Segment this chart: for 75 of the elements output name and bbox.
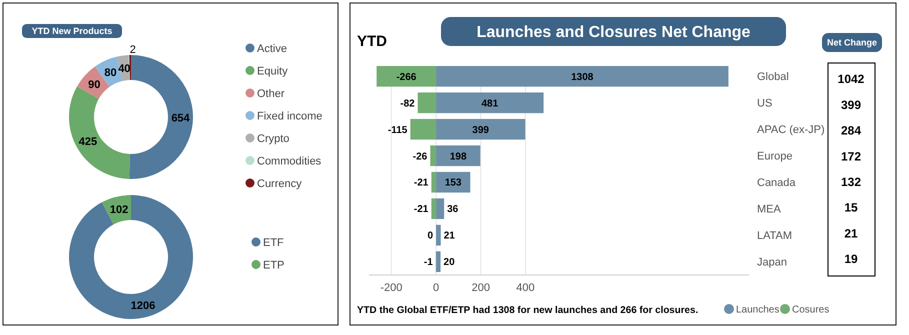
data-label: 21 bbox=[444, 230, 456, 242]
data-label: -115 bbox=[388, 124, 408, 136]
data-label: 399 bbox=[472, 124, 490, 136]
donut-slice bbox=[69, 195, 193, 319]
legend-label: Launches bbox=[736, 304, 780, 316]
data-label: -21 bbox=[414, 204, 429, 216]
text: 172 bbox=[840, 149, 862, 164]
bar bbox=[436, 145, 480, 166]
data-label: 20 bbox=[444, 257, 456, 268]
text: 284 bbox=[840, 124, 862, 138]
legend-label: Crypto bbox=[257, 132, 290, 145]
text: 1042 bbox=[838, 72, 865, 86]
y-tick-label: MEA bbox=[757, 204, 782, 216]
chart-title: YTD New Products bbox=[32, 26, 112, 36]
bar bbox=[436, 118, 526, 140]
text: 15 bbox=[844, 200, 858, 215]
data-label: -266 bbox=[396, 72, 417, 83]
y-tick-label: Japan bbox=[757, 256, 787, 269]
data-label: -82 bbox=[400, 98, 416, 110]
donut-slice bbox=[129, 55, 193, 179]
legend-label: Commodities bbox=[257, 155, 322, 168]
data-label: 40 bbox=[118, 62, 130, 75]
bar bbox=[436, 251, 441, 272]
data-label: 153 bbox=[444, 178, 462, 189]
bar bbox=[430, 145, 436, 166]
legend-label: Equity bbox=[257, 65, 288, 78]
text: 21 bbox=[844, 226, 858, 240]
text: YTD the Global ETF/ETP had 1308 for new launches and 266 for closures. bbox=[357, 305, 698, 316]
x-tick-label: 200 bbox=[472, 282, 490, 294]
data-label: -21 bbox=[414, 178, 429, 189]
y-tick-label: APAC (ex-JP) bbox=[757, 124, 825, 136]
text: 399 bbox=[840, 98, 862, 112]
data-label: -1 bbox=[424, 257, 434, 268]
y-tick-label: Global bbox=[757, 71, 789, 84]
data-label: 102 bbox=[110, 204, 128, 216]
data-label: 198 bbox=[450, 151, 467, 162]
data-label: 36 bbox=[447, 204, 459, 216]
text: 19 bbox=[844, 252, 858, 266]
data-label: 654 bbox=[171, 112, 191, 125]
chart-subtitle: YTD bbox=[357, 33, 388, 50]
data-label: 80 bbox=[104, 66, 117, 79]
legend-label: Active bbox=[257, 42, 287, 55]
text: 132 bbox=[840, 175, 862, 189]
bar bbox=[431, 198, 436, 220]
text: Net Change bbox=[826, 38, 878, 48]
bar bbox=[410, 118, 436, 140]
y-tick-label: Europe bbox=[757, 150, 792, 163]
legend-label: Currency bbox=[257, 178, 302, 190]
bar bbox=[436, 66, 728, 87]
bar bbox=[436, 198, 444, 220]
bar bbox=[376, 66, 436, 87]
y-tick-label: LATAM bbox=[757, 230, 792, 242]
data-label: 0 bbox=[427, 230, 434, 242]
y-tick-label: Canada bbox=[757, 177, 796, 190]
data-label: 1206 bbox=[130, 300, 156, 312]
bar bbox=[436, 224, 441, 246]
legend-label: Cosures bbox=[792, 304, 830, 316]
x-tick-label: -200 bbox=[380, 282, 402, 294]
bar bbox=[431, 172, 436, 193]
data-label: 2 bbox=[130, 44, 136, 56]
legend-label: ETP bbox=[263, 259, 284, 272]
data-label: 1308 bbox=[571, 72, 594, 83]
data-label: -26 bbox=[412, 151, 428, 162]
data-label: 90 bbox=[88, 78, 100, 91]
chart-title: Launches and Closures Net Change bbox=[476, 24, 751, 42]
bar bbox=[436, 92, 544, 114]
legend-label: Fixed income bbox=[257, 110, 322, 122]
y-tick-label: US bbox=[757, 98, 772, 110]
legend-label: ETF bbox=[263, 236, 284, 249]
x-tick-label: 400 bbox=[516, 282, 535, 294]
bar bbox=[418, 92, 436, 114]
x-tick-label: 0 bbox=[432, 282, 440, 294]
legend-label: Other bbox=[257, 88, 285, 100]
data-label: 425 bbox=[78, 136, 98, 148]
data-label: 481 bbox=[481, 98, 499, 110]
